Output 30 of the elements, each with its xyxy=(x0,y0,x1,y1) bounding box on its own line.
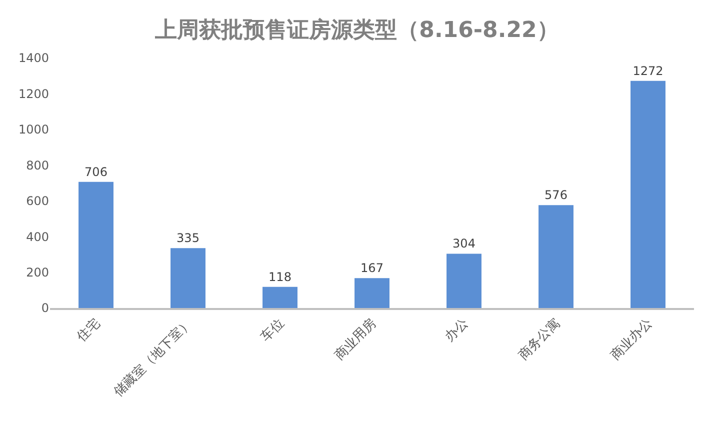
y-tick-label: 1000 xyxy=(18,122,49,137)
x-tick-label: 车位 xyxy=(258,316,288,345)
y-tick-label: 1200 xyxy=(18,86,49,101)
data-label: 167 xyxy=(360,261,384,276)
y-tick-label: 400 xyxy=(26,230,49,244)
y-tick-label: 600 xyxy=(26,194,49,208)
y-tick-label: 200 xyxy=(26,265,49,280)
bar xyxy=(538,205,574,308)
x-tick-label: 商务公寓 xyxy=(515,315,564,364)
y-tick-label: 800 xyxy=(26,158,49,172)
data-label: 118 xyxy=(268,270,292,284)
bar xyxy=(446,254,482,308)
data-label: 1272 xyxy=(632,64,664,78)
data-label: 576 xyxy=(544,188,568,202)
x-tick-label: 商业用房 xyxy=(331,315,380,364)
bar xyxy=(262,286,298,308)
y-tick-label: 0 xyxy=(41,301,49,316)
bar xyxy=(630,80,666,308)
x-tick-label: 储藏室（地下室） xyxy=(110,315,196,400)
data-label: 706 xyxy=(84,164,108,179)
bar xyxy=(354,278,390,308)
x-tick-label: 办公 xyxy=(442,316,472,345)
data-label: 335 xyxy=(176,231,200,246)
bar xyxy=(170,248,206,308)
x-tick-label: 住宅 xyxy=(73,315,104,346)
x-tick-label: 商业办公 xyxy=(608,316,656,364)
data-label: 304 xyxy=(452,236,476,251)
bar xyxy=(78,182,114,308)
y-tick-label: 1400 xyxy=(18,51,49,66)
chart-title: 上周获批预售证房源类型（8.16-8.22） xyxy=(154,17,559,44)
